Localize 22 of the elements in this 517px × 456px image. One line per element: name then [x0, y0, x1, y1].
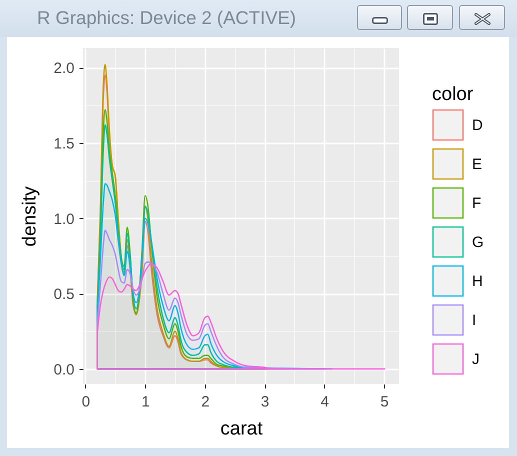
- legend-label: J: [472, 351, 480, 368]
- legend-label: E: [472, 156, 482, 173]
- x-tick-label: 1: [141, 394, 150, 410]
- y-axis-title: density: [20, 186, 41, 247]
- legend-label: I: [472, 312, 476, 329]
- x-axis-title: carat: [220, 418, 264, 440]
- x-tick-label: 2: [201, 394, 210, 410]
- legend-label: H: [472, 273, 483, 290]
- y-tick-label: 0.0: [54, 361, 74, 378]
- x-tick-label: 0: [82, 394, 90, 410]
- x-tick-label: 4: [320, 394, 330, 410]
- y-tick-label: 0.5: [54, 286, 74, 304]
- legend-label: F: [472, 195, 482, 212]
- legend-label: G: [472, 234, 484, 251]
- y-tick-label: 1.5: [54, 135, 74, 152]
- legend-title: color: [432, 84, 474, 105]
- x-tick-label: 3: [260, 394, 270, 410]
- y-tick-label: 2.0: [54, 60, 74, 78]
- legend-label: D: [472, 117, 483, 134]
- y-tick-label: 1.0: [54, 210, 74, 228]
- text: R Graphics: Device 2 (ACTIVE): [37, 7, 296, 28]
- x-tick-label: 5: [380, 394, 389, 410]
